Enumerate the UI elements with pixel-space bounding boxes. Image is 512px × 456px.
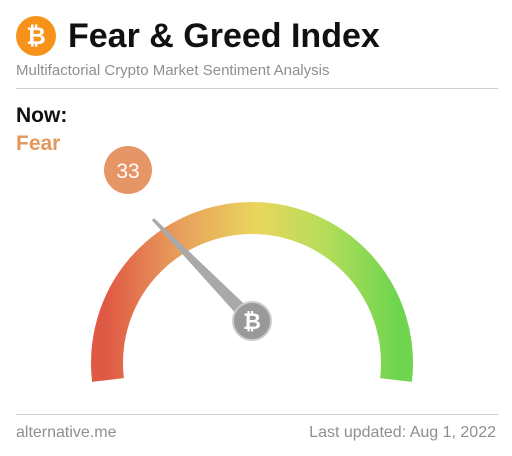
now-label: Now: bbox=[16, 104, 68, 127]
header: ₿ Fear & Greed Index bbox=[16, 16, 380, 56]
header-divider bbox=[16, 88, 498, 89]
sentiment-classification: Fear bbox=[16, 132, 61, 155]
page-title: Fear & Greed Index bbox=[68, 16, 380, 55]
bitcoin-icon: ₿ bbox=[16, 16, 56, 56]
value-badge: 33 bbox=[104, 146, 152, 194]
page-subtitle: Multifactorial Crypto Market Sentiment A… bbox=[16, 62, 330, 79]
last-updated: Last updated: Aug 1, 2022 bbox=[309, 424, 496, 441]
gauge-needle bbox=[151, 218, 257, 326]
source-link[interactable]: alternative.me bbox=[16, 424, 117, 441]
gauge-hub: ₿ bbox=[232, 301, 272, 341]
index-value: 33 bbox=[116, 160, 139, 183]
bitcoin-icon: ₿ bbox=[243, 310, 261, 335]
gauge-arc bbox=[91, 202, 413, 382]
footer-divider bbox=[16, 414, 498, 415]
